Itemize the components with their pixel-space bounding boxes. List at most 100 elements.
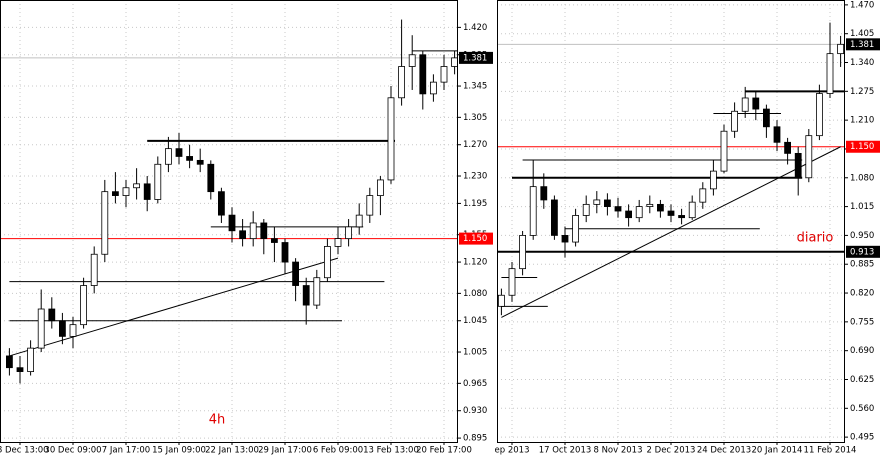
x-tick-label: 2 Dec 2013 — [647, 446, 696, 456]
candle-body — [561, 235, 569, 243]
candle-body — [112, 191, 119, 196]
candle-body — [387, 97, 395, 181]
candle-body — [699, 188, 707, 203]
y-tick-label: 0.965 — [463, 379, 487, 389]
candle-body — [196, 159, 204, 165]
candle-body — [794, 152, 802, 179]
y-tick-label: 1.405 — [850, 29, 874, 39]
x-tick-label: 15 Jan 09:00 — [152, 446, 206, 456]
x-tick-label: 29 Jan 17:00 — [258, 446, 312, 456]
candle-body — [451, 57, 458, 67]
candle-body — [497, 294, 505, 307]
y-tick-label: 0.755 — [850, 317, 874, 327]
price-box-label: 0.913 — [850, 247, 874, 257]
candle-body — [604, 199, 611, 207]
candle-body — [27, 347, 35, 372]
candle-body — [720, 130, 728, 172]
x-tick-label: 18 Dec 13:00 — [0, 446, 49, 456]
candle-body — [186, 156, 194, 161]
candle-body — [398, 66, 406, 99]
candle-body — [752, 97, 760, 110]
candle-body — [837, 43, 844, 55]
candle-body — [593, 199, 601, 205]
candle-body — [635, 206, 643, 219]
candle-body — [419, 54, 427, 95]
x-tick-label: 30 Dec 09:00 — [44, 446, 101, 456]
candle-body — [625, 210, 632, 219]
price-box — [846, 140, 880, 153]
candle-body — [239, 230, 247, 240]
candle-body — [540, 186, 548, 201]
y-tick-label: 1.195 — [463, 199, 487, 209]
candle-body — [376, 179, 384, 196]
price-box — [846, 245, 880, 258]
candle-body — [249, 222, 257, 240]
y-tick-label: 0.895 — [463, 434, 487, 444]
x-tick-label: 20 Jan 2014 — [752, 446, 803, 456]
price-box — [459, 51, 493, 64]
candle-body — [334, 238, 342, 247]
candle-body — [133, 183, 141, 189]
candle-body — [313, 277, 321, 306]
candle-body — [731, 110, 738, 132]
candle-body — [741, 97, 749, 112]
candle-body — [519, 235, 526, 270]
candle-body — [217, 191, 225, 216]
y-tick-label: 1.230 — [463, 172, 487, 182]
x-tick-label: ep 2013 — [495, 446, 530, 456]
y-tick-label: 0.625 — [850, 375, 874, 385]
x-tick-label: 17 Oct 2013 — [539, 446, 592, 456]
candle-body — [667, 210, 675, 216]
y-tick-label: 1.420 — [463, 23, 487, 33]
x-tick-label: 24 Dec 2013 — [697, 446, 751, 456]
y-tick-label: 1.275 — [850, 87, 874, 97]
price-box-label: 1.381 — [463, 53, 487, 63]
candle-body — [614, 206, 622, 212]
candle-body — [6, 355, 13, 369]
plot — [497, 0, 845, 442]
candle-body — [143, 183, 151, 200]
trend-line — [501, 146, 841, 318]
y-tick-label: 1.005 — [463, 348, 487, 358]
plot-border — [497, 0, 845, 443]
candle-body — [37, 308, 45, 349]
y-tick-label: 1.120 — [463, 258, 487, 268]
price-box-label: 1.150 — [463, 234, 487, 244]
candle-body — [582, 203, 590, 216]
candle-body — [154, 163, 162, 200]
y-tick-label: 1.080 — [850, 173, 874, 183]
y-tick-label: 1.080 — [463, 289, 487, 299]
candle-body — [678, 215, 685, 219]
candle-body — [710, 170, 717, 190]
y-tick-label: 1.340 — [850, 58, 874, 68]
y-tick-label: 1.210 — [850, 116, 874, 126]
candle-body — [122, 187, 130, 196]
y-tick-label: 0.930 — [463, 406, 487, 416]
y-tick-label: 0.820 — [850, 289, 874, 299]
candle-body — [508, 268, 516, 296]
candle-body — [270, 238, 278, 243]
candle-body — [302, 285, 310, 306]
price-box — [846, 38, 880, 51]
candle-body — [366, 195, 374, 216]
x-tick-label: 22 Jan 13:00 — [205, 446, 259, 456]
candle-body — [345, 226, 353, 240]
candle-body — [80, 285, 87, 326]
x-tick-label: 8 Nov 2013 — [593, 446, 642, 456]
candle-body — [646, 203, 654, 207]
candle-body — [429, 81, 437, 95]
annotation: diario — [797, 231, 834, 246]
candle-body — [228, 214, 236, 232]
candle-body — [175, 148, 183, 157]
y-tick-label: 1.305 — [463, 113, 487, 123]
x-tick-label: 13 Feb 13:00 — [363, 446, 419, 456]
candle-body — [572, 215, 579, 243]
candle-body — [323, 246, 331, 279]
y-tick-label: 1.270 — [463, 140, 487, 150]
y-tick-label: 1.045 — [463, 316, 487, 326]
candle-body — [688, 201, 696, 219]
candle-body — [440, 66, 448, 83]
candle-body — [529, 186, 537, 236]
